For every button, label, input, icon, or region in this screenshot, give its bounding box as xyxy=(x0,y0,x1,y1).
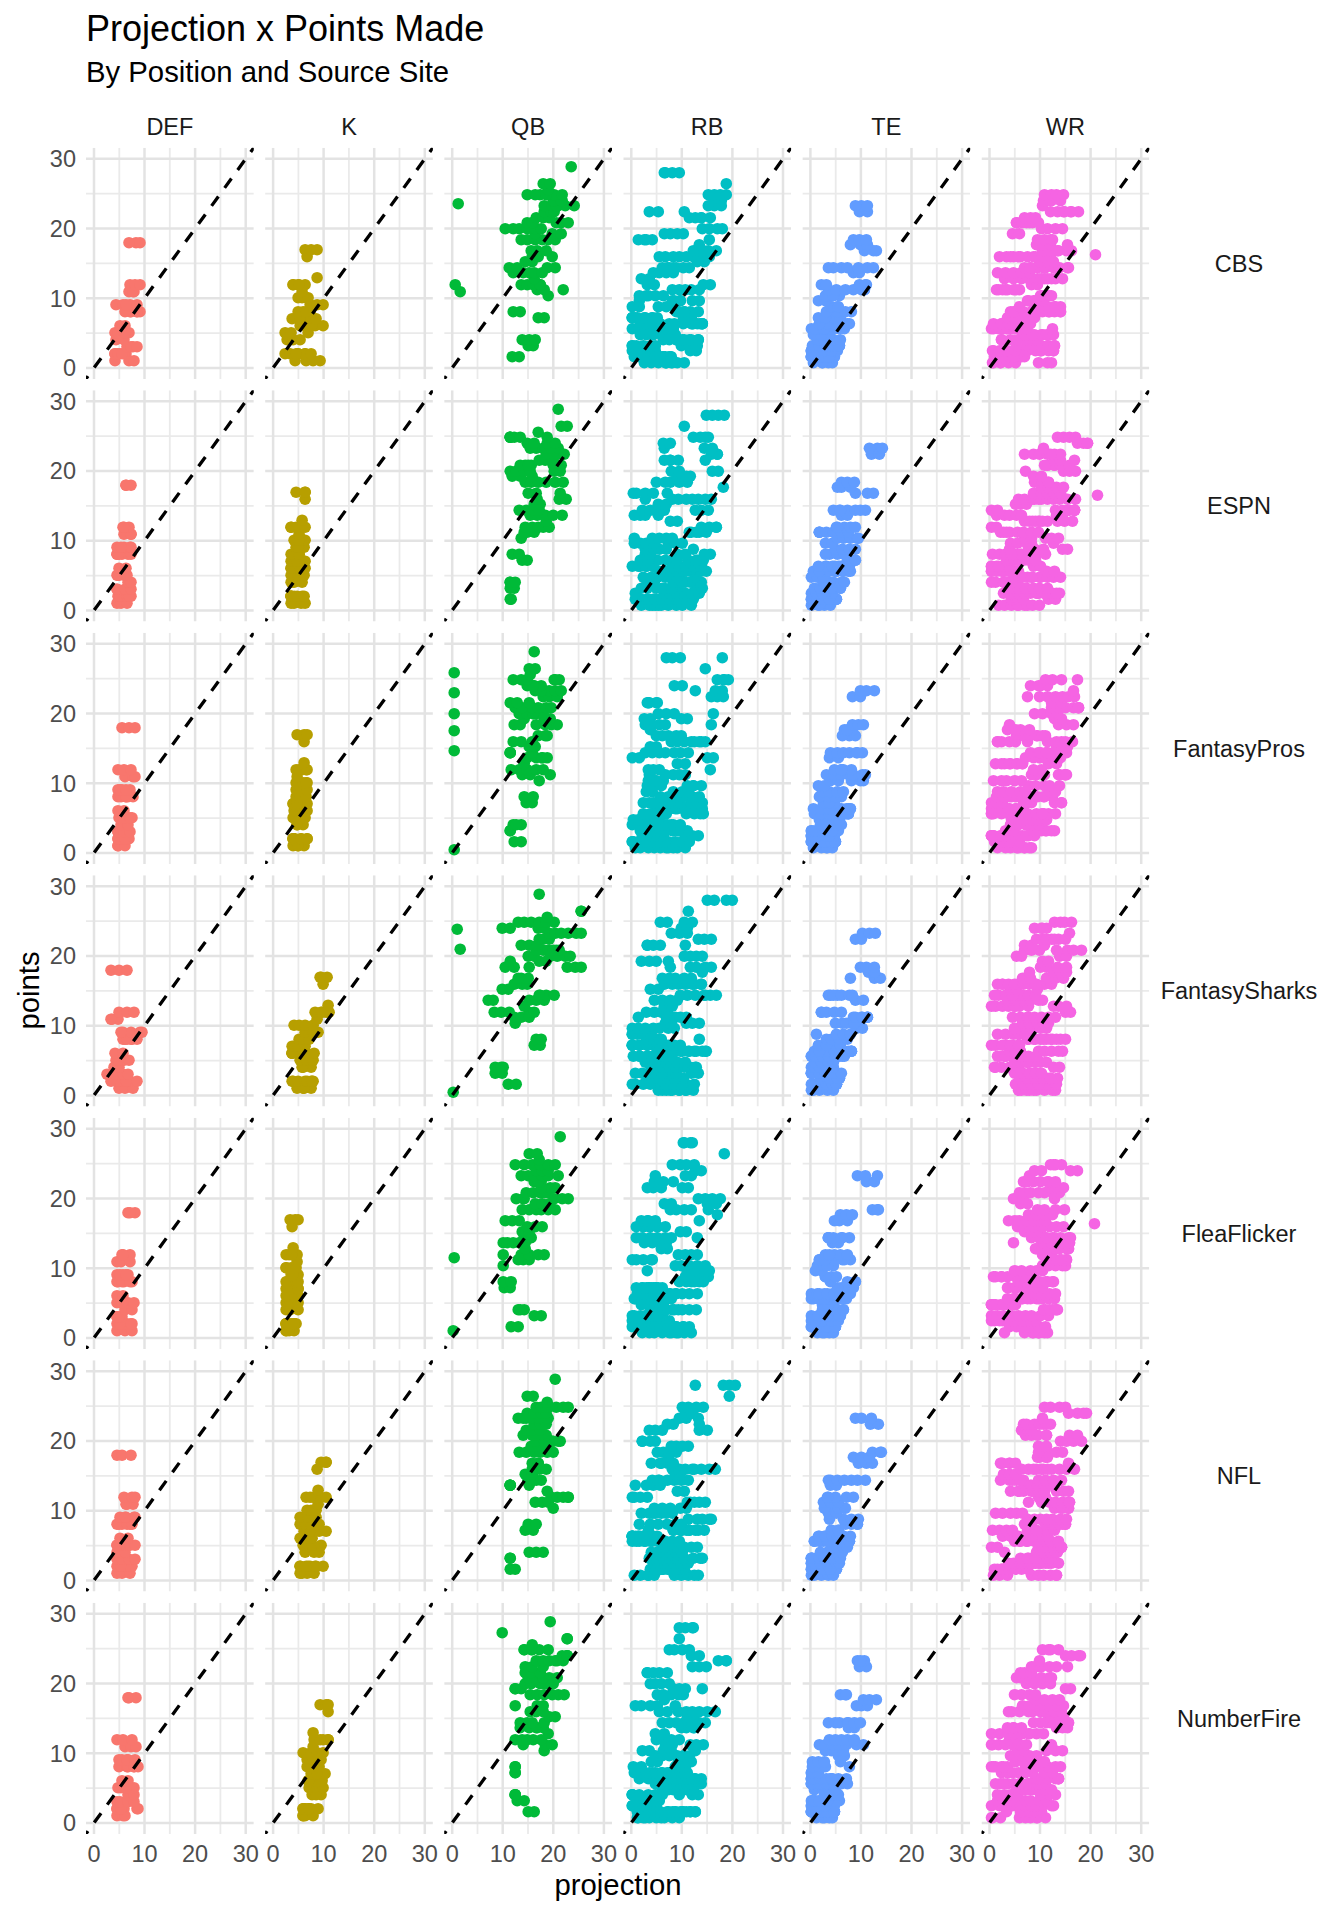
svg-text:FantasySharks: FantasySharks xyxy=(1161,978,1318,1004)
svg-text:20: 20 xyxy=(182,1841,208,1867)
svg-text:10: 10 xyxy=(50,1498,76,1524)
svg-text:NumberFire: NumberFire xyxy=(1177,1706,1301,1732)
svg-text:ESPN: ESPN xyxy=(1207,493,1271,519)
svg-text:FleaFlicker: FleaFlicker xyxy=(1182,1221,1297,1247)
svg-text:10: 10 xyxy=(50,528,76,554)
svg-text:20: 20 xyxy=(719,1841,745,1867)
svg-text:0: 0 xyxy=(63,1325,76,1351)
svg-text:By Position and Source Site: By Position and Source Site xyxy=(86,55,449,88)
svg-text:20: 20 xyxy=(361,1841,387,1867)
svg-text:30: 30 xyxy=(949,1841,975,1867)
svg-text:FantasyPros: FantasyPros xyxy=(1173,736,1305,762)
svg-text:30: 30 xyxy=(50,1359,76,1385)
svg-text:0: 0 xyxy=(983,1841,996,1867)
svg-text:20: 20 xyxy=(898,1841,924,1867)
svg-text:30: 30 xyxy=(50,389,76,415)
svg-text:30: 30 xyxy=(1128,1841,1154,1867)
svg-text:0: 0 xyxy=(267,1841,280,1867)
svg-text:20: 20 xyxy=(50,943,76,969)
svg-text:10: 10 xyxy=(311,1841,337,1867)
svg-text:30: 30 xyxy=(770,1841,796,1867)
svg-text:DEF: DEF xyxy=(146,114,193,140)
svg-text:CBS: CBS xyxy=(1215,251,1263,277)
svg-text:0: 0 xyxy=(87,1841,100,1867)
svg-text:30: 30 xyxy=(50,631,76,657)
svg-text:30: 30 xyxy=(591,1841,617,1867)
svg-text:projection: projection xyxy=(554,1868,681,1901)
svg-text:NFL: NFL xyxy=(1217,1463,1261,1489)
svg-text:0: 0 xyxy=(63,1083,76,1109)
svg-text:WR: WR xyxy=(1046,114,1085,140)
svg-text:0: 0 xyxy=(446,1841,459,1867)
svg-text:0: 0 xyxy=(63,355,76,381)
svg-text:30: 30 xyxy=(50,1601,76,1627)
svg-text:10: 10 xyxy=(490,1841,516,1867)
svg-text:K: K xyxy=(341,114,357,140)
svg-text:10: 10 xyxy=(669,1841,695,1867)
svg-text:10: 10 xyxy=(50,1256,76,1282)
svg-text:QB: QB xyxy=(511,114,545,140)
svg-text:points: points xyxy=(12,951,45,1029)
svg-text:10: 10 xyxy=(50,286,76,312)
svg-text:0: 0 xyxy=(625,1841,638,1867)
svg-text:20: 20 xyxy=(1078,1841,1104,1867)
svg-text:Projection x Points Made: Projection x Points Made xyxy=(86,8,484,49)
svg-text:30: 30 xyxy=(412,1841,438,1867)
svg-text:30: 30 xyxy=(50,874,76,900)
svg-text:10: 10 xyxy=(50,1741,76,1767)
svg-text:10: 10 xyxy=(50,1013,76,1039)
svg-text:30: 30 xyxy=(233,1841,259,1867)
svg-text:10: 10 xyxy=(50,771,76,797)
svg-text:20: 20 xyxy=(50,458,76,484)
svg-text:10: 10 xyxy=(848,1841,874,1867)
svg-text:20: 20 xyxy=(50,1186,76,1212)
svg-text:0: 0 xyxy=(63,1810,76,1836)
svg-text:20: 20 xyxy=(50,216,76,242)
svg-text:10: 10 xyxy=(131,1841,157,1867)
svg-text:TE: TE xyxy=(871,114,901,140)
svg-text:30: 30 xyxy=(50,1116,76,1142)
svg-text:0: 0 xyxy=(63,1568,76,1594)
svg-text:30: 30 xyxy=(50,146,76,172)
svg-text:0: 0 xyxy=(63,598,76,624)
svg-text:20: 20 xyxy=(50,701,76,727)
svg-text:20: 20 xyxy=(50,1428,76,1454)
svg-text:RB: RB xyxy=(691,114,724,140)
svg-text:0: 0 xyxy=(804,1841,817,1867)
svg-text:20: 20 xyxy=(50,1671,76,1697)
svg-text:10: 10 xyxy=(1027,1841,1053,1867)
svg-text:0: 0 xyxy=(63,840,76,866)
svg-text:20: 20 xyxy=(540,1841,566,1867)
